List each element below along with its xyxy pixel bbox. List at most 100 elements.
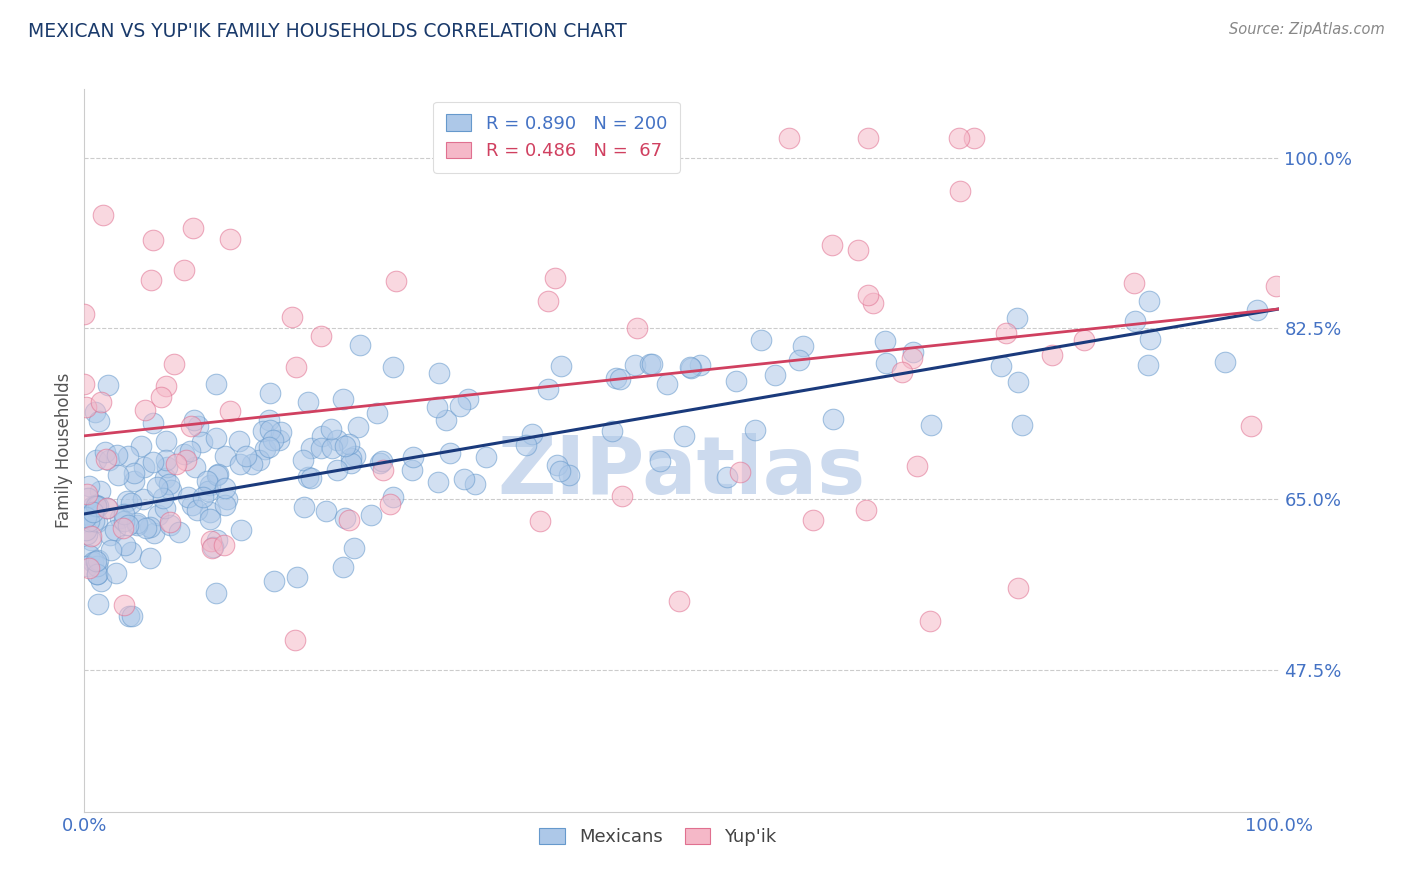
- Point: [86, 566, 108, 581]
- Point: [82, 555, 104, 569]
- Point: [200, 533, 222, 548]
- Point: [139, 551, 162, 566]
- Point: [1007, 311, 1029, 326]
- Point: [728, 465, 751, 479]
- Point: [427, 367, 450, 381]
- Point: [86, 558, 108, 573]
- Point: [89, 484, 111, 499]
- Point: [1139, 331, 1161, 345]
- Point: [122, 466, 145, 480]
- Point: [142, 416, 165, 430]
- Point: [641, 357, 664, 371]
- Point: [257, 413, 280, 427]
- Point: [252, 424, 274, 438]
- Point: [219, 403, 242, 417]
- Point: [457, 392, 479, 407]
- Point: [83, 514, 105, 528]
- Point: [181, 498, 204, 512]
- Point: [546, 458, 568, 473]
- Point: [82, 499, 104, 513]
- Point: [792, 338, 814, 352]
- Text: Source: ZipAtlas.com: Source: ZipAtlas.com: [1229, 22, 1385, 37]
- Point: [858, 131, 880, 145]
- Point: [112, 507, 135, 521]
- Point: [198, 512, 221, 526]
- Point: [605, 370, 627, 384]
- Point: [427, 475, 450, 490]
- Point: [401, 463, 423, 477]
- Point: [229, 523, 252, 537]
- Point: [292, 500, 315, 514]
- Point: [141, 273, 163, 287]
- Point: [177, 491, 200, 505]
- Point: [195, 474, 218, 488]
- Point: [96, 500, 118, 515]
- Point: [219, 232, 242, 246]
- Point: [309, 328, 332, 343]
- Point: [169, 524, 191, 539]
- Text: MEXICAN VS YUP'IK FAMILY HOUSEHOLDS CORRELATION CHART: MEXICAN VS YUP'IK FAMILY HOUSEHOLDS CORR…: [28, 22, 627, 41]
- Point: [449, 399, 471, 413]
- Point: [132, 491, 155, 506]
- Point: [291, 453, 314, 467]
- Point: [515, 438, 537, 452]
- Point: [163, 358, 186, 372]
- Point: [725, 374, 748, 388]
- Point: [269, 433, 291, 447]
- Point: [77, 491, 100, 505]
- Point: [263, 574, 285, 589]
- Point: [105, 566, 128, 580]
- Point: [198, 478, 221, 492]
- Point: [160, 483, 183, 498]
- Point: [434, 413, 457, 427]
- Point: [1073, 334, 1095, 348]
- Point: [668, 593, 690, 607]
- Point: [749, 333, 772, 347]
- Point: [347, 420, 370, 434]
- Point: [142, 455, 165, 469]
- Point: [333, 438, 356, 452]
- Point: [183, 221, 205, 235]
- Point: [201, 540, 224, 554]
- Point: [1246, 302, 1268, 317]
- Point: [340, 456, 363, 470]
- Point: [205, 533, 228, 547]
- Point: [76, 510, 98, 524]
- Point: [165, 457, 187, 471]
- Point: [79, 529, 101, 543]
- Point: [100, 543, 122, 558]
- Point: [609, 372, 631, 386]
- Point: [79, 514, 101, 528]
- Point: [155, 452, 177, 467]
- Point: [426, 401, 449, 415]
- Point: [204, 586, 226, 600]
- Point: [262, 433, 284, 447]
- Point: [949, 184, 972, 198]
- Point: [537, 294, 560, 309]
- Point: [270, 425, 292, 439]
- Point: [994, 326, 1017, 340]
- Point: [84, 453, 107, 467]
- Point: [648, 454, 671, 468]
- Point: [80, 533, 103, 548]
- Point: [520, 427, 543, 442]
- Point: [1136, 358, 1159, 372]
- Point: [1040, 348, 1063, 362]
- Point: [122, 474, 145, 488]
- Point: [368, 456, 391, 470]
- Point: [73, 307, 96, 321]
- Point: [343, 449, 366, 463]
- Point: [217, 492, 239, 507]
- Point: [197, 484, 219, 499]
- Point: [326, 434, 349, 448]
- Point: [299, 441, 322, 455]
- Point: [1007, 376, 1029, 390]
- Point: [990, 359, 1012, 373]
- Point: [873, 334, 896, 348]
- Point: [179, 444, 201, 458]
- Point: [214, 538, 236, 552]
- Point: [205, 377, 228, 392]
- Point: [117, 518, 139, 533]
- Point: [187, 419, 209, 434]
- Point: [183, 413, 205, 427]
